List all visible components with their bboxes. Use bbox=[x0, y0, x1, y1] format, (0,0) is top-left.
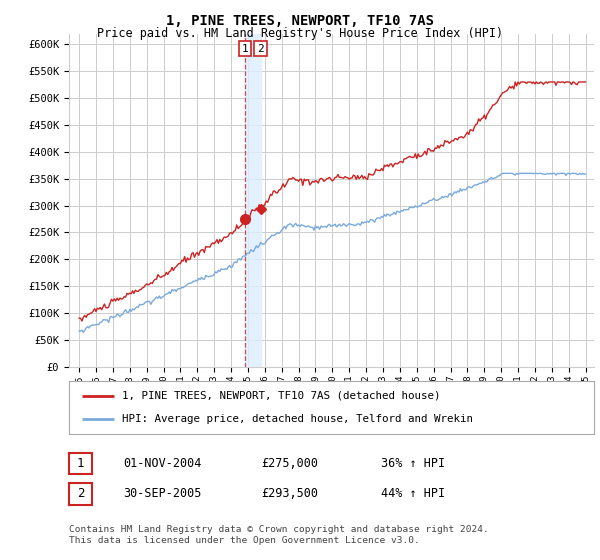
Text: 1, PINE TREES, NEWPORT, TF10 7AS (detached house): 1, PINE TREES, NEWPORT, TF10 7AS (detach… bbox=[121, 391, 440, 401]
Text: 1, PINE TREES, NEWPORT, TF10 7AS: 1, PINE TREES, NEWPORT, TF10 7AS bbox=[166, 14, 434, 28]
Text: £275,000: £275,000 bbox=[261, 457, 318, 470]
Text: 36% ↑ HPI: 36% ↑ HPI bbox=[381, 457, 445, 470]
Text: 30-SEP-2005: 30-SEP-2005 bbox=[123, 487, 202, 501]
Text: 2: 2 bbox=[77, 487, 84, 501]
Text: 44% ↑ HPI: 44% ↑ HPI bbox=[381, 487, 445, 501]
Text: 1: 1 bbox=[242, 44, 248, 54]
Text: 1: 1 bbox=[77, 457, 84, 470]
Text: 2: 2 bbox=[257, 44, 264, 54]
Text: HPI: Average price, detached house, Telford and Wrekin: HPI: Average price, detached house, Telf… bbox=[121, 414, 473, 424]
Text: Contains HM Land Registry data © Crown copyright and database right 2024.: Contains HM Land Registry data © Crown c… bbox=[69, 525, 489, 534]
Bar bbox=[245, 34, 260, 367]
Text: £293,500: £293,500 bbox=[261, 487, 318, 501]
Text: Price paid vs. HM Land Registry's House Price Index (HPI): Price paid vs. HM Land Registry's House … bbox=[97, 27, 503, 40]
Text: This data is licensed under the Open Government Licence v3.0.: This data is licensed under the Open Gov… bbox=[69, 536, 420, 545]
Text: 01-NOV-2004: 01-NOV-2004 bbox=[123, 457, 202, 470]
